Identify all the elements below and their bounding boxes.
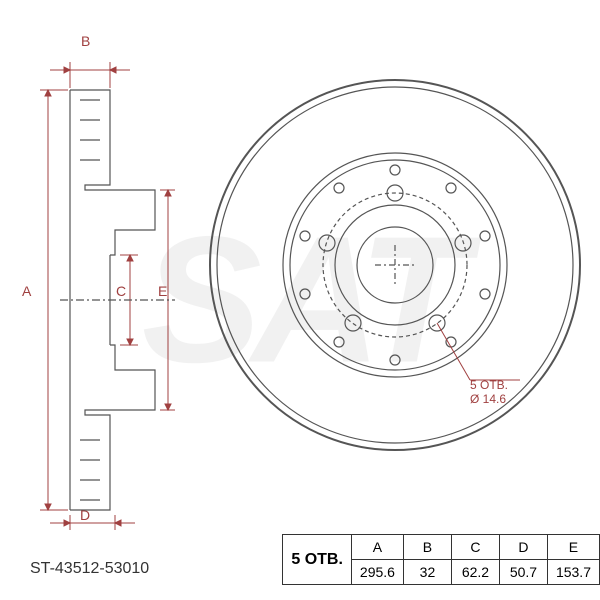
- side-cross-section-view: [20, 30, 180, 530]
- val-a: 295.6: [351, 560, 403, 585]
- hole-callout: 5 OTB. Ø 14.6: [470, 378, 508, 407]
- col-header-b: B: [403, 535, 451, 560]
- table-holes-label: 5 OTB.: [283, 535, 352, 585]
- part-number: ST-43512-53010: [30, 560, 149, 578]
- front-disc-view: [195, 20, 595, 500]
- col-header-c: C: [451, 535, 499, 560]
- dim-label-c: C: [116, 283, 126, 299]
- val-e: 153.7: [547, 560, 599, 585]
- col-header-a: A: [351, 535, 403, 560]
- val-b: 32: [403, 560, 451, 585]
- dim-label-e: E: [158, 283, 167, 299]
- col-header-e: E: [547, 535, 599, 560]
- col-header-d: D: [499, 535, 547, 560]
- hole-diameter: Ø 14.6: [470, 392, 506, 406]
- dimension-table: 5 OTB. A B C D E 295.6 32 62.2 50.7 153.…: [282, 534, 600, 585]
- dim-label-d: D: [80, 507, 90, 523]
- val-d: 50.7: [499, 560, 547, 585]
- dim-label-a: A: [22, 283, 31, 299]
- hole-count: 5 OTB.: [470, 378, 508, 392]
- dim-label-b: B: [81, 33, 90, 49]
- table-row-header: 5 OTB. A B C D E: [283, 535, 600, 560]
- val-c: 62.2: [451, 560, 499, 585]
